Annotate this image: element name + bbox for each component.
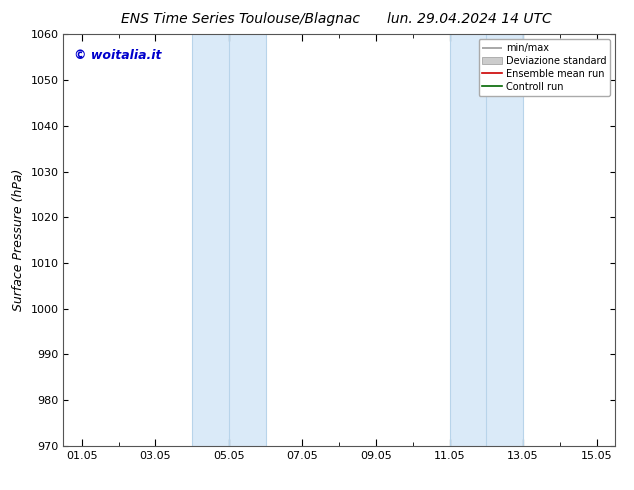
Y-axis label: Surface Pressure (hPa): Surface Pressure (hPa) xyxy=(12,169,25,311)
Bar xyxy=(192,34,229,446)
Legend: min/max, Deviazione standard, Ensemble mean run, Controll run: min/max, Deviazione standard, Ensemble m… xyxy=(479,39,610,96)
Bar xyxy=(486,34,523,446)
Text: ENS Time Series Toulouse/Blagnac: ENS Time Series Toulouse/Blagnac xyxy=(122,12,360,26)
Bar xyxy=(229,34,266,446)
Text: lun. 29.04.2024 14 UTC: lun. 29.04.2024 14 UTC xyxy=(387,12,552,26)
Bar xyxy=(450,34,486,446)
Text: © woitalia.it: © woitalia.it xyxy=(74,49,162,62)
